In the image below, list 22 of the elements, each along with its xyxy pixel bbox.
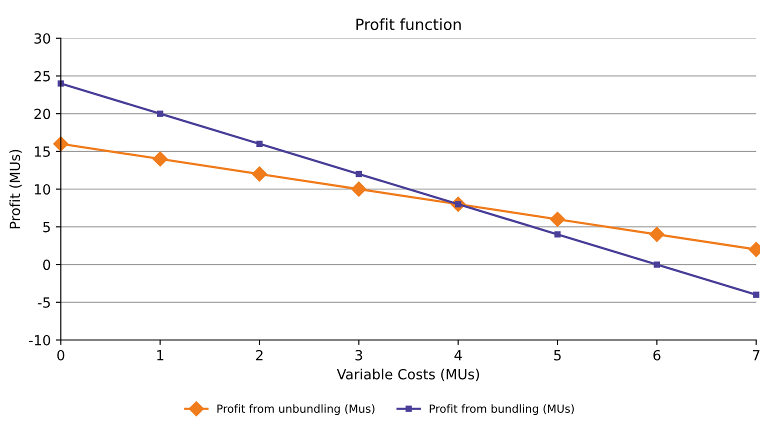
x-axis-title: Variable Costs (MUs)	[336, 368, 480, 382]
y-tick-label: -5	[38, 297, 50, 308]
y-tick-label: 5	[43, 222, 50, 232]
y-tick-label: 25	[34, 70, 50, 82]
x-tick-label: 2	[256, 350, 263, 360]
x-tick-label: 3	[355, 350, 362, 360]
chart-title: Profit function	[356, 18, 461, 30]
y-tick-label: 15	[34, 146, 50, 157]
x-tick-label: 4	[454, 350, 462, 360]
legend-label: Profit from bundling (MUs)	[430, 404, 574, 415]
legend-label: Profit from unbundling (Mus)	[217, 404, 374, 415]
x-tick-label: 0	[57, 350, 64, 360]
y-tick-label: -10	[29, 334, 50, 346]
x-tick-label: 6	[653, 350, 660, 360]
y-tick-label: 10	[34, 184, 50, 195]
y-tick-label: 30	[34, 33, 50, 44]
y-axis-title: Profit (MUs)	[9, 150, 22, 228]
y-tick-label: 20	[34, 108, 50, 120]
x-tick-label: 5	[554, 350, 561, 360]
y-tick-label: 0	[43, 260, 50, 270]
x-tick-label: 7	[752, 350, 760, 360]
x-tick-label: 1	[157, 350, 164, 360]
